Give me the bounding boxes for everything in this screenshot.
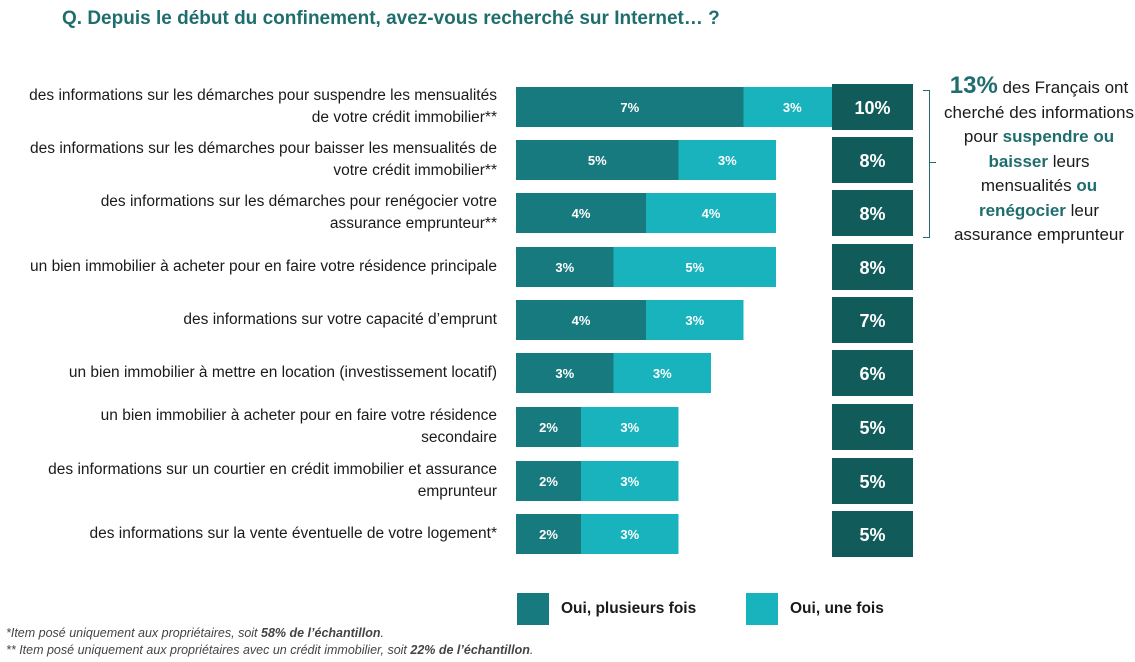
callout-text: 13% des Français ont cherché des informa… [944, 72, 1134, 248]
total-value-label: 8% [859, 258, 885, 278]
total-value-label: 7% [859, 311, 885, 331]
legend-item-une-fois: Oui, une fois [746, 593, 884, 625]
bar-une-fois [646, 300, 744, 340]
bar-plusieurs-fois [516, 247, 614, 287]
bar-value-label: 5% [685, 260, 704, 275]
total-value-label: 6% [859, 364, 885, 384]
bar-value-label: 7% [620, 100, 639, 115]
total-box [832, 297, 913, 343]
bar-une-fois [613, 247, 776, 287]
legend-label-une-fois: Oui, une fois [790, 600, 884, 617]
category-label: un bien immobilier à acheter pour en fai… [100, 407, 497, 446]
footnote-2: ** Item posé uniquement aux propriétaire… [6, 643, 533, 657]
bar-une-fois [646, 193, 776, 233]
total-box [832, 458, 913, 504]
total-value-label: 5% [859, 472, 885, 492]
total-value-label: 5% [859, 418, 885, 438]
callout-highlight-2: ou renégocier [978, 176, 1098, 220]
category-label: des informations sur votre capacité d’em… [183, 311, 497, 328]
total-box [832, 244, 913, 290]
total-value-label: 8% [859, 151, 885, 171]
legend-label-plusieurs-fois: Oui, plusieurs fois [561, 600, 697, 617]
total-box [832, 84, 913, 130]
bar-value-label: 4% [702, 206, 721, 221]
bar-value-label: 2% [539, 420, 558, 435]
bar-plusieurs-fois [516, 407, 581, 447]
bar-plusieurs-fois [516, 140, 679, 180]
bar-value-label: 3% [620, 527, 639, 542]
total-value-label: 8% [859, 204, 885, 224]
bar-value-label: 2% [539, 474, 558, 489]
total-box [832, 137, 913, 183]
bar-value-label: 4% [572, 206, 591, 221]
footnote-1: *Item posé uniquement aux propriétaires,… [6, 626, 384, 640]
category-label: des informations sur un courtier en créd… [48, 461, 497, 500]
footnote-2-text: ** Item posé uniquement aux propriétaire… [6, 643, 411, 657]
bar-plusieurs-fois [516, 353, 614, 393]
total-box [832, 404, 913, 450]
legend-swatch-dark [517, 593, 549, 625]
bar-plusieurs-fois [516, 193, 646, 233]
footnote-2-end: . [529, 643, 534, 657]
bar-value-label: 2% [539, 527, 558, 542]
category-label: un bien immobilier à acheter pour en fai… [30, 258, 497, 275]
footnote-1-bold: 58% de l’échantillon [261, 626, 381, 640]
bar-une-fois [613, 353, 711, 393]
bar-value-label: 3% [620, 474, 639, 489]
bar-une-fois [678, 140, 776, 180]
bar-value-label: 3% [783, 100, 802, 115]
category-label: des informations sur les démarches pour … [30, 140, 497, 179]
bar-value-label: 3% [555, 260, 574, 275]
legend-item-plusieurs-fois: Oui, plusieurs fois [517, 593, 696, 625]
bar-value-label: 3% [555, 366, 574, 381]
bar-value-label: 3% [685, 313, 704, 328]
bar-une-fois [581, 407, 679, 447]
total-value-label: 10% [854, 98, 890, 118]
bar-plusieurs-fois [516, 87, 744, 127]
bar-value-label: 4% [572, 313, 591, 328]
bar-une-fois [581, 514, 679, 554]
total-value-label: 5% [859, 525, 885, 545]
callout-percentage: 13% [949, 72, 998, 99]
footnote-1-end: . [380, 626, 384, 640]
category-label: des informations sur la vente éventuelle… [89, 525, 497, 542]
category-label: des informations sur les démarches pour … [100, 193, 497, 232]
footnote-2-bold: 22% de l’échantillon [410, 643, 530, 657]
chart-title: Q. Depuis le début du confinement, avez-… [62, 8, 720, 29]
legend-swatch-light [746, 593, 778, 625]
bar-value-label: 3% [653, 366, 672, 381]
bar-une-fois [743, 87, 841, 127]
bar-value-label: 5% [588, 153, 607, 168]
bar-plusieurs-fois [516, 514, 581, 554]
bar-plusieurs-fois [516, 461, 581, 501]
bar-value-label: 3% [620, 420, 639, 435]
bar-plusieurs-fois [516, 300, 646, 340]
callout-text-1: des Français ont cherché des information… [944, 78, 1134, 146]
callout-text-2: leurs mensualités [980, 151, 1090, 196]
total-box [832, 511, 913, 557]
callout-bracket-tick [930, 162, 936, 163]
callout-bracket [923, 90, 930, 238]
bar-value-label: 3% [718, 153, 737, 168]
total-box [832, 190, 913, 236]
callout-text-3: leur assurance emprunteur [953, 200, 1125, 245]
bar-une-fois [581, 461, 679, 501]
footnote-1-text: *Item posé uniquement aux propriétaires,… [6, 626, 261, 640]
category-label: un bien immobilier à mettre en location … [68, 364, 497, 381]
callout-highlight-1: suspendre ou baisser [988, 127, 1115, 171]
total-box [832, 350, 913, 396]
category-label: des informations sur les démarches pour … [29, 87, 497, 126]
